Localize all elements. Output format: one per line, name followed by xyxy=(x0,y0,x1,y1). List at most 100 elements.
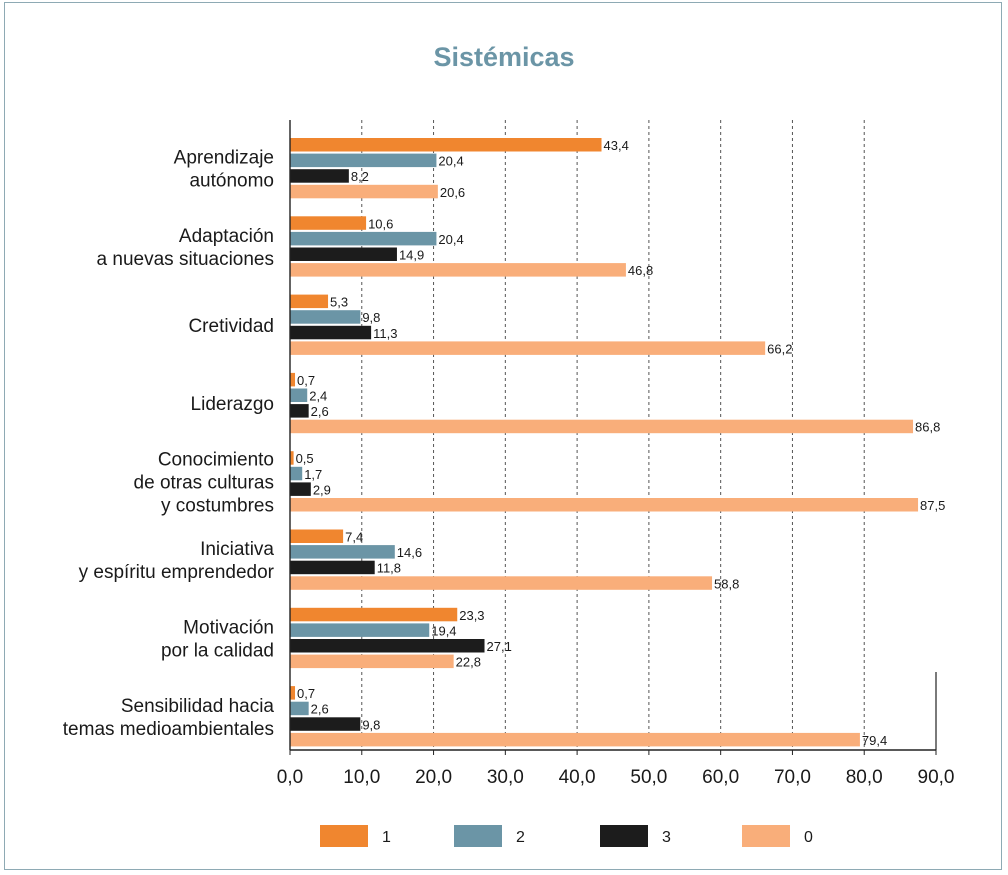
category-label: y espíritu emprendedor xyxy=(79,562,275,583)
data-label: 22,8 xyxy=(456,655,481,670)
legend-swatch xyxy=(742,825,790,847)
x-tick-label: 60,0 xyxy=(702,767,739,788)
data-label: 27,1 xyxy=(487,639,512,654)
bar xyxy=(290,560,375,575)
data-label: 14,6 xyxy=(397,545,422,560)
legend-label: 3 xyxy=(662,829,671,846)
category-label: autónomo xyxy=(189,171,274,192)
legend-label: 2 xyxy=(516,829,525,846)
bar xyxy=(290,607,458,622)
x-tick-label: 0,0 xyxy=(277,767,303,788)
legend-swatch xyxy=(600,825,648,847)
bars xyxy=(290,138,919,747)
legend-swatch xyxy=(454,825,502,847)
data-label: 8,2 xyxy=(351,169,369,184)
data-label: 0,7 xyxy=(297,686,315,701)
bar xyxy=(290,263,626,277)
bar xyxy=(290,639,485,653)
data-label: 0,5 xyxy=(296,451,314,466)
data-label: 7,4 xyxy=(345,530,363,545)
x-tick-label: 70,0 xyxy=(774,767,811,788)
bar xyxy=(290,325,372,340)
x-tick-label: 90,0 xyxy=(918,767,955,788)
chart-title: Sistémicas xyxy=(433,42,574,72)
bar xyxy=(290,341,766,355)
legend: 1 2 3 0 xyxy=(320,825,813,847)
data-label: 9,8 xyxy=(362,310,380,325)
bar xyxy=(290,294,329,309)
x-tick-label: 80,0 xyxy=(846,767,883,788)
bar xyxy=(290,388,308,402)
bar xyxy=(290,732,860,747)
bar xyxy=(290,576,713,590)
bar xyxy=(290,545,395,559)
data-label: 2,9 xyxy=(313,482,331,497)
category-label: Cretividad xyxy=(188,316,274,337)
bar xyxy=(290,686,296,700)
value-labels: 43,420,48,220,610,620,414,946,85,39,811,… xyxy=(296,138,946,748)
category-label: Aprendizaje xyxy=(174,148,274,169)
category-label: Sensibilidad hacia xyxy=(121,696,275,717)
data-label: 86,8 xyxy=(915,420,940,435)
bar xyxy=(290,529,344,543)
category-label: de otras culturas xyxy=(134,472,274,493)
bar xyxy=(290,466,303,481)
data-label: 10,6 xyxy=(368,216,393,231)
bar xyxy=(290,482,311,496)
data-label: 58,8 xyxy=(714,576,739,591)
data-label: 1,7 xyxy=(304,467,322,482)
bar xyxy=(290,169,349,183)
data-label: 20,4 xyxy=(438,232,463,247)
bar xyxy=(290,404,309,418)
data-label: 5,3 xyxy=(330,295,348,310)
data-label: 20,6 xyxy=(440,185,465,200)
data-label: 46,8 xyxy=(628,263,653,278)
bar xyxy=(290,247,397,261)
x-tick-label: 40,0 xyxy=(559,767,596,788)
bar xyxy=(290,310,361,324)
data-label: 79,4 xyxy=(862,733,887,748)
bar xyxy=(290,717,361,731)
category-label: Adaptación xyxy=(179,226,274,247)
legend-label: 1 xyxy=(382,829,391,846)
data-label: 2,6 xyxy=(311,702,329,717)
data-label: 11,3 xyxy=(373,326,397,341)
bar xyxy=(290,498,919,512)
data-label: 2,6 xyxy=(311,404,329,419)
category-label: por la calidad xyxy=(161,640,274,661)
bar xyxy=(290,623,430,637)
bar xyxy=(290,153,437,168)
category-label: Iniciativa xyxy=(200,539,274,560)
category-label: y costumbres xyxy=(161,495,274,516)
category-label: Conocimiento xyxy=(158,449,274,470)
bar xyxy=(290,138,602,152)
legend-swatch xyxy=(320,825,368,847)
bar xyxy=(290,451,294,465)
legend-label: 0 xyxy=(804,829,813,846)
category-label: Liderazgo xyxy=(191,394,274,415)
data-label: 2,4 xyxy=(309,389,327,404)
bar xyxy=(290,701,309,716)
x-tick-label: 10,0 xyxy=(343,767,380,788)
category-label: Motivación xyxy=(183,617,274,638)
data-label: 0,7 xyxy=(297,373,315,388)
data-label: 23,3 xyxy=(459,608,484,623)
data-label: 14,9 xyxy=(399,248,424,263)
data-label: 43,4 xyxy=(604,138,629,153)
category-label: temas medioambientales xyxy=(63,719,274,740)
bar xyxy=(290,184,438,199)
bar xyxy=(290,654,454,669)
bar xyxy=(290,216,367,230)
axes: 0,0 10,0 20,0 30,0 40,0 50,0 60,0 70,0 80,0 90,0 xyxy=(277,120,955,788)
bar xyxy=(290,419,914,434)
bar xyxy=(290,372,296,387)
data-label: 11,8 xyxy=(377,561,401,576)
x-tick-label: 20,0 xyxy=(415,767,452,788)
data-label: 19,4 xyxy=(431,623,456,638)
data-label: 20,4 xyxy=(438,154,463,169)
data-label: 66,2 xyxy=(767,341,792,356)
data-label: 9,8 xyxy=(362,717,380,732)
x-tick-label: 50,0 xyxy=(630,767,667,788)
